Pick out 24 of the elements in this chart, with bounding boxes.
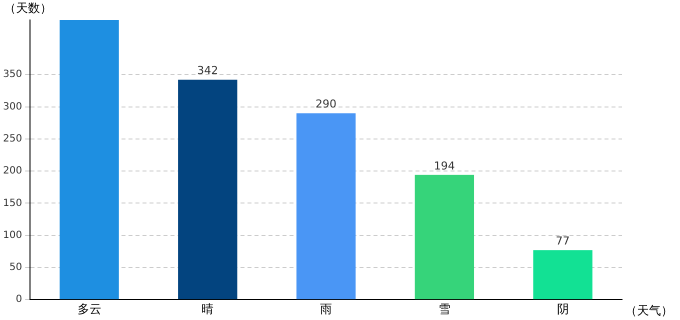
bar <box>60 20 119 300</box>
y-axis-title: （天数） <box>4 1 52 16</box>
bar <box>533 250 592 300</box>
y-tick-label: 100 <box>2 230 22 241</box>
bar <box>296 113 356 300</box>
bar <box>178 80 238 300</box>
bar <box>414 174 474 300</box>
data-label: 290 <box>316 98 337 111</box>
x-tick-label: 阴 <box>556 302 569 316</box>
y-tick-label: 300 <box>2 101 22 112</box>
x-tick-label: 晴 <box>202 302 214 316</box>
x-tick-label: 雨 <box>320 302 332 316</box>
y-tick-label: 50 <box>9 262 22 274</box>
x-tick-label: 雪 <box>438 302 450 316</box>
y-tick-label: 0 <box>16 294 22 306</box>
data-label: 77 <box>556 234 570 248</box>
y-tick-label: 350 <box>2 69 22 80</box>
y-tick-label: 200 <box>2 166 22 177</box>
x-tick-label: 多云 <box>77 302 102 316</box>
y-tick-label: 150 <box>2 198 22 209</box>
y-tick-label: 250 <box>2 134 22 145</box>
x-axis-title: （天气） <box>625 304 673 318</box>
data-label: 194 <box>434 159 455 172</box>
data-label: 342 <box>197 64 218 78</box>
